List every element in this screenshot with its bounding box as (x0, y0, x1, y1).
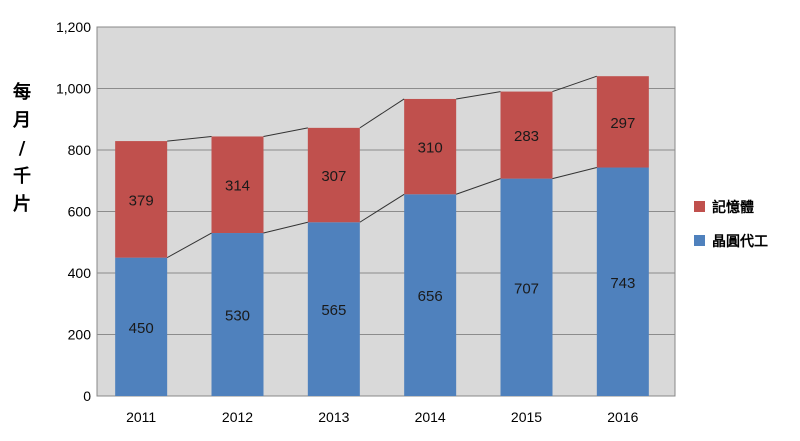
data-label: 743 (610, 275, 635, 292)
series-line-segment (263, 127, 308, 137)
gridlines (97, 88, 675, 335)
x-tick-label: 2015 (511, 409, 542, 425)
bar-segment (500, 91, 553, 179)
series-line-segment (167, 135, 212, 142)
data-label: 656 (418, 288, 443, 305)
data-label: 283 (514, 128, 539, 145)
bar-segment (211, 136, 264, 234)
series-line-segment (456, 91, 501, 100)
legend-label: 晶圓代工 (712, 233, 768, 250)
bars (115, 76, 649, 396)
data-label: 297 (610, 115, 635, 132)
y-tick-label: 400 (68, 265, 92, 281)
legend-swatch (694, 235, 705, 246)
y-tick-label: 1,000 (56, 81, 91, 97)
data-labels: 450 530 565 656 707 743 379 314 307 310 283 297 (129, 115, 636, 337)
series-line-segment (166, 232, 212, 259)
bar-segment (115, 257, 168, 396)
bar-segment (307, 127, 360, 223)
bar-segment (404, 194, 457, 396)
data-label: 707 (514, 280, 539, 297)
series-line-segment (552, 167, 597, 180)
data-label: 310 (418, 140, 443, 157)
legend-label: 記憶體 (712, 199, 754, 216)
data-label: 379 (129, 192, 154, 209)
x-tick-label: 2012 (222, 409, 253, 425)
series-line-segment (263, 221, 308, 234)
data-label: 530 (225, 308, 250, 325)
y-axis-label: 每月/千片 (12, 81, 31, 215)
bar-segment (307, 222, 360, 396)
x-axis-ticks: 2011 2012 2013 2014 2015 2016 (126, 409, 639, 425)
data-label: 450 (129, 320, 154, 337)
y-tick-label: 200 (68, 327, 92, 343)
series-line-segment (552, 75, 597, 93)
bar-segment (596, 167, 649, 396)
y-tick-label: 800 (68, 142, 92, 158)
bar-segment (500, 178, 553, 396)
series-line-segment (359, 193, 405, 223)
x-tick-label: 2016 (607, 409, 638, 425)
x-tick-label: 2011 (126, 409, 156, 425)
legend-swatch (694, 201, 705, 212)
y-tick-label: 0 (83, 388, 91, 404)
data-label: 307 (321, 168, 346, 185)
y-tick-label: 1,200 (56, 19, 91, 35)
y-axis-ticks: 0 200 400 600 800 1,000 1,200 (56, 19, 91, 404)
bar-segment (115, 141, 168, 258)
bar-segment (596, 76, 649, 168)
series-line-segment (359, 98, 405, 129)
bar-segment (211, 233, 264, 396)
x-tick-label: 2014 (415, 409, 446, 425)
x-tick-label: 2013 (318, 409, 349, 425)
data-label: 314 (225, 178, 250, 195)
bar-segment (404, 98, 457, 195)
y-tick-label: 600 (68, 204, 92, 220)
data-label: 565 (321, 302, 346, 319)
series-line-segment (455, 178, 501, 195)
series-lines (166, 75, 597, 259)
